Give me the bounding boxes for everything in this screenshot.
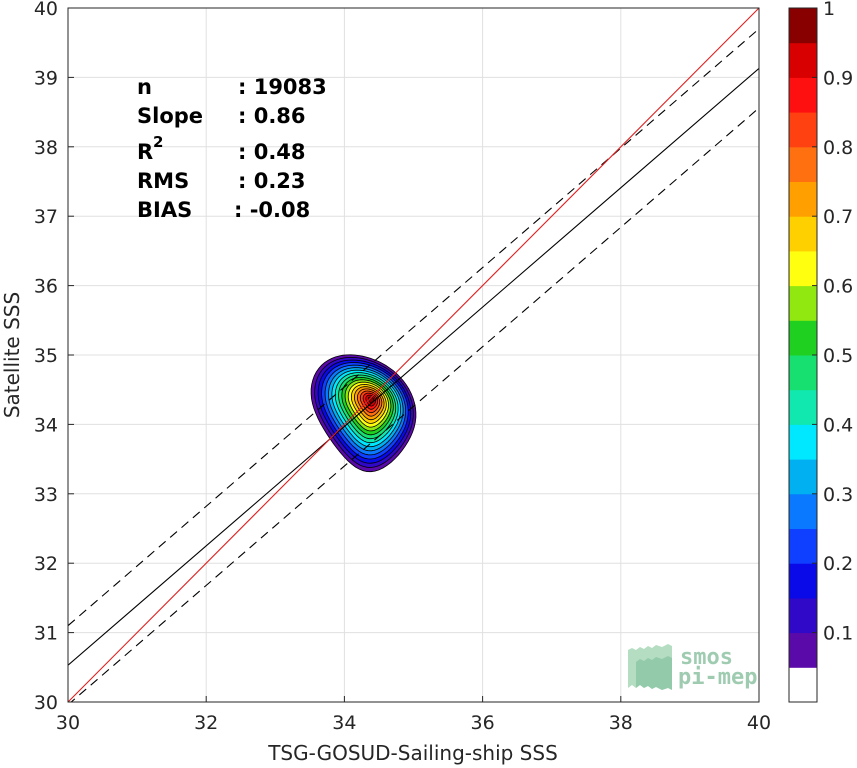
colorbar-segment <box>789 459 817 495</box>
colorbar-segment <box>789 563 817 599</box>
x-tick-label: 32 <box>194 712 218 734</box>
stats-box: n : 19083 Slope : 0.86 R 2 : 0.48 RMS : … <box>137 75 327 222</box>
stat-label-rms: RMS <box>137 169 189 193</box>
y-tick-label: 31 <box>34 623 58 645</box>
stat-label-slope: Slope <box>137 104 203 128</box>
x-axis: 30 32 34 36 38 40 <box>56 696 771 734</box>
colorbar-segment <box>789 216 817 252</box>
stat-value-rms: : 0.23 <box>238 169 306 193</box>
colorbar-tick-label: 0.4 <box>823 414 853 436</box>
colorbar-segment <box>789 42 817 78</box>
stat-label-n: n <box>137 75 152 99</box>
colorbar-segment <box>789 389 817 425</box>
colorbar: 0.1 0.2 0.3 0.4 0.5 0.6 0.7 0.8 0.9 1 <box>788 0 853 703</box>
y-tick-label: 37 <box>34 206 58 228</box>
y-axis-title: Satellite SSS <box>0 292 24 418</box>
logo-text-line1: smos <box>680 645 733 670</box>
colorbar-segment <box>789 632 817 668</box>
colorbar-segment <box>789 250 817 287</box>
colorbar-segment <box>789 528 817 564</box>
regression-line <box>68 67 759 666</box>
colorbar-segment <box>789 146 817 182</box>
colorbar-segment <box>789 597 817 634</box>
colorbar-tick-label: 0.2 <box>823 553 853 575</box>
stat-value-bias: : -0.08 <box>234 198 310 222</box>
colorbar-segment <box>789 112 817 148</box>
y-tick-label: 39 <box>34 67 58 89</box>
colorbar-segment <box>789 667 817 703</box>
reference-lines <box>68 8 759 702</box>
x-tick-label: 40 <box>747 712 771 734</box>
colorbar-segment <box>789 8 817 44</box>
stat-label-bias: BIAS <box>137 198 192 222</box>
logo-wave-dark-icon <box>636 656 672 690</box>
lower-bound-line <box>70 107 759 702</box>
colorbar-segment <box>789 285 817 321</box>
x-tick-label: 36 <box>471 712 495 734</box>
stat-label-r2-superscript: 2 <box>153 133 163 151</box>
colorbar-segment <box>789 181 817 217</box>
y-tick-label: 35 <box>34 345 58 367</box>
colorbar-tick-label: 0.1 <box>823 623 853 645</box>
colorbar-tick-label: 0.8 <box>823 137 853 159</box>
y-tick-label: 30 <box>34 692 58 714</box>
x-axis-title: TSG-GOSUD-Sailing-ship SSS <box>267 741 558 765</box>
x-tick-label: 30 <box>56 712 80 734</box>
y-tick-label: 34 <box>34 414 58 436</box>
y-tick-label: 33 <box>34 484 58 506</box>
y-tick-label: 32 <box>34 553 58 575</box>
y-tick-label: 36 <box>34 276 58 298</box>
x-tick-label: 38 <box>609 712 633 734</box>
logo-text-line2: pi-mep <box>678 665 757 690</box>
y-tick-label: 38 <box>34 137 58 159</box>
colorbar-tick-label: 0.3 <box>823 484 853 506</box>
colorbar-segment <box>789 320 817 356</box>
colorbar-tick-label: 0.9 <box>823 67 853 89</box>
colorbar-segment <box>789 424 817 460</box>
colorbar-tick-label: 0.6 <box>823 276 853 298</box>
colorbar-segment <box>789 77 817 113</box>
colorbar-tick-label: 1 <box>823 0 835 20</box>
y-axis: 30 31 32 33 34 35 36 37 38 39 40 <box>34 0 74 714</box>
colorbar-segment <box>789 355 817 391</box>
stat-label-r2: R <box>137 140 153 164</box>
y-tick-label: 40 <box>34 0 58 20</box>
identity-line <box>68 8 759 702</box>
colorbar-tick-label: 0.7 <box>823 206 853 228</box>
stat-value-slope: : 0.86 <box>238 104 306 128</box>
stat-value-r2: : 0.48 <box>238 140 306 164</box>
stat-value-n: : 19083 <box>238 75 327 99</box>
colorbar-tick-label: 0.5 <box>823 345 853 367</box>
upper-bound-line <box>68 28 759 627</box>
smos-pimep-logo: smos pi-mep <box>628 644 757 690</box>
colorbar-segment <box>789 493 817 529</box>
x-tick-label: 34 <box>332 712 356 734</box>
